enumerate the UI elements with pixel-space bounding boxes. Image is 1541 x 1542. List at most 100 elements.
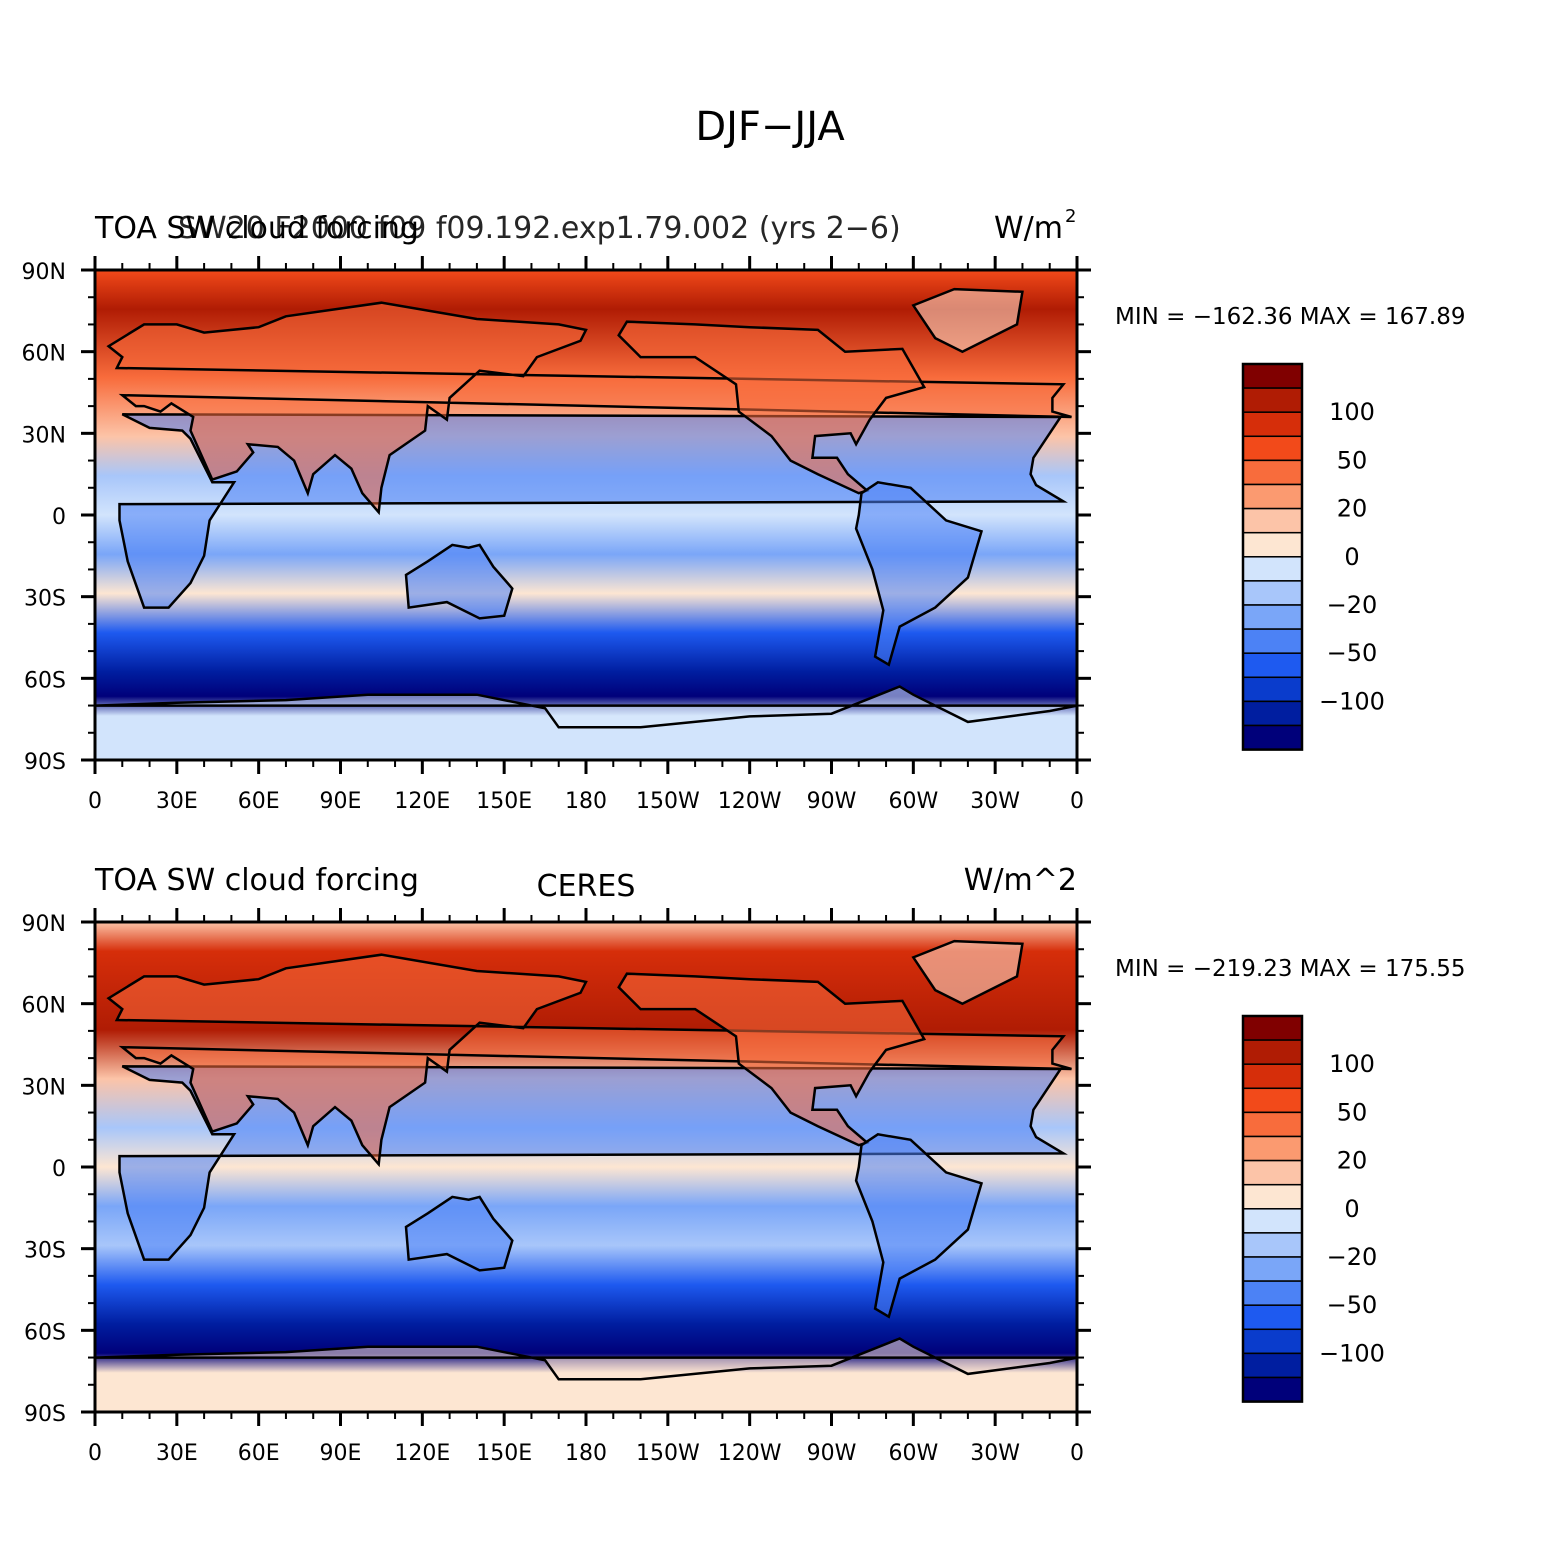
colorbar-box: [1242, 1256, 1303, 1282]
colorbar-label: 0: [1344, 543, 1359, 571]
samerica-outline: [854, 1132, 984, 1319]
colorbar-label: −20: [1327, 591, 1378, 619]
lon-tick-label: 150E: [476, 789, 532, 814]
lat-tick-label: 90N: [22, 912, 66, 937]
lon-tick-label: 0: [88, 1441, 102, 1466]
colorbar-label: 20: [1337, 1147, 1368, 1175]
lat-tick-label: 30N: [22, 423, 66, 448]
lat-tick-label: 60S: [24, 668, 66, 693]
colorbar-box: [1242, 628, 1303, 654]
samerica-outline: [854, 480, 984, 667]
colorbar-box: [1242, 1087, 1303, 1114]
colorbar-box: [1242, 1280, 1303, 1306]
lat-tick-label: 90S: [24, 1402, 66, 1427]
panel-units-superscript: 2: [1065, 206, 1076, 227]
antarctica-outline: [94, 1337, 1078, 1381]
lon-tick-label: 180: [565, 1441, 607, 1466]
colorbar-box: [1242, 700, 1303, 727]
lon-tick-label: 90W: [807, 789, 857, 814]
eurasia-outline: [106, 301, 1072, 516]
panel-units-label: W/m^2: [964, 863, 1077, 898]
lat-tick-label: 90S: [24, 750, 66, 775]
lat-tick-label: 60N: [22, 994, 66, 1019]
colorbar-box: [1242, 459, 1303, 486]
colorbar-label: −20: [1327, 1243, 1378, 1271]
panel-left-label: TOA SW cloud forcing: [94, 863, 419, 898]
colorbar-box: [1242, 411, 1303, 438]
mask-left: [0, 922, 95, 1412]
lon-tick-label: 60W: [888, 789, 938, 814]
lon-tick-label: 150E: [476, 1441, 532, 1466]
colorbar-label: 100: [1329, 398, 1375, 426]
namerica-outline: [617, 320, 927, 495]
lon-tick-label: 30W: [970, 1441, 1020, 1466]
lon-tick-label: 180: [565, 789, 607, 814]
eurasia-outline: [106, 953, 1072, 1168]
lon-tick-label: 30E: [156, 789, 198, 814]
colorbar-label: −50: [1327, 1291, 1378, 1319]
colorbar-box: [1242, 580, 1303, 606]
lon-tick-label: 60W: [888, 1441, 938, 1466]
panel-center-label: SW20 F2000 f09 f09.192.exp1.79.002 (yrs …: [178, 211, 901, 246]
colorbar-box: [1242, 435, 1303, 462]
greenland-outline: [911, 939, 1024, 1006]
main-title: DJF−JJA: [695, 104, 845, 150]
namerica-outline: [617, 972, 927, 1147]
colorbar-label: 0: [1344, 1195, 1359, 1223]
colorbar-box: [1242, 1135, 1303, 1162]
colorbar-box: [1242, 604, 1303, 630]
colorbar-box: [1242, 483, 1303, 510]
panel-minmax: MIN = −162.36 MAX = 167.89: [1115, 304, 1466, 330]
colorbar-box: [1242, 676, 1303, 703]
map-panel-model: 90N 60N 30N 0 30S 60S 90S 0 30E 60E 90E 120E 150E 180…: [0, 206, 1466, 814]
colorbar-label: 50: [1337, 446, 1368, 474]
lon-tick-label: 90W: [807, 1441, 857, 1466]
panel-units-label: W/m: [994, 211, 1063, 246]
panel-minmax: MIN = −219.23 MAX = 175.55: [1115, 956, 1466, 982]
greenland-outline: [911, 287, 1024, 354]
colorbar-box: [1242, 1304, 1303, 1331]
colorbar-frame: [1241, 1014, 1304, 1403]
colorbar-label: −100: [1319, 1339, 1385, 1367]
colorbar-box: [1242, 556, 1303, 582]
lat-tick-label: 30S: [24, 1239, 66, 1264]
colorbar-label: −100: [1319, 687, 1385, 715]
lon-tick-label: 0: [88, 789, 102, 814]
colorbar-box: [1242, 1232, 1303, 1258]
mask-left: [0, 270, 95, 760]
lat-tick-label: 0: [52, 505, 66, 530]
colorbar-box: [1242, 1111, 1303, 1138]
colorbar-box: [1242, 363, 1303, 389]
lat-tick-label: 60S: [24, 1320, 66, 1345]
lat-tick-label: 30N: [22, 1075, 66, 1100]
colorbar-box: [1242, 1015, 1303, 1041]
colorbar-box: [1242, 531, 1303, 558]
colorbar-box: [1242, 1376, 1303, 1403]
colorbar-box: [1242, 652, 1303, 679]
lat-tick-label: 90N: [22, 260, 66, 285]
lon-tick-label: 120W: [718, 789, 782, 814]
lon-tick-label: 120E: [394, 789, 450, 814]
antarctica-outline: [94, 685, 1078, 729]
colorbar-label: 50: [1337, 1098, 1368, 1126]
panel-center-label: CERES: [537, 869, 636, 904]
australia-outline: [404, 1195, 514, 1272]
colorbar-box: [1242, 1183, 1303, 1210]
lon-tick-label: 30E: [156, 1441, 198, 1466]
colorbar-label: −50: [1327, 639, 1378, 667]
lon-tick-label: 90E: [320, 789, 362, 814]
colorbar-box: [1242, 1159, 1303, 1186]
lat-tick-label: 60N: [22, 342, 66, 367]
lon-tick-label: 0: [1070, 1441, 1084, 1466]
colorbar-box: [1242, 1063, 1303, 1090]
panel-left-label: TOA SW cloud forcing: [94, 211, 419, 246]
lon-tick-label: 120W: [718, 1441, 782, 1466]
colorbar-label: 100: [1329, 1050, 1375, 1078]
lon-tick-label: 0: [1070, 789, 1084, 814]
map-panel-ceres: 90N 60N 30N 0 30S 60S 90S 0 30E 60E 90E 120E 150E 180…: [0, 863, 1466, 1466]
lat-tick-label: 0: [52, 1157, 66, 1182]
colorbar-box: [1242, 724, 1303, 751]
lon-tick-label: 60E: [238, 1441, 280, 1466]
lat-tick-label: 30S: [24, 587, 66, 612]
